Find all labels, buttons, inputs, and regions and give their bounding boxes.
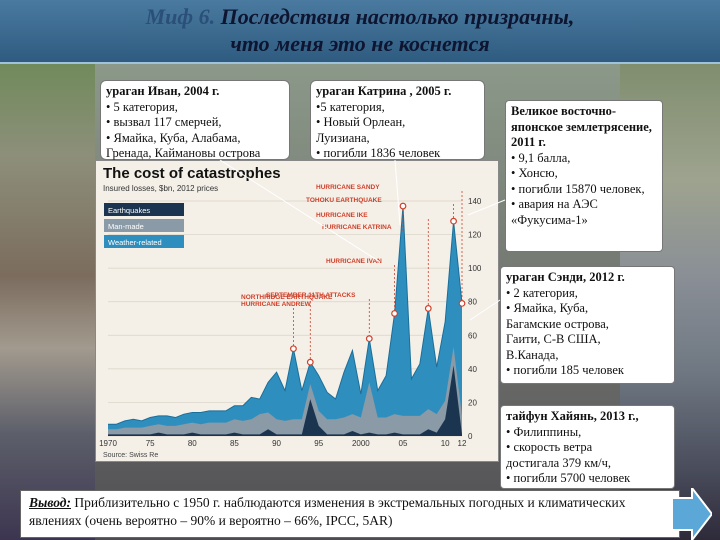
callout-line: • Новый Орлеан, bbox=[316, 115, 406, 129]
callout-heading: тайфун Хайянь, 2013 г., bbox=[506, 409, 639, 423]
y-tick-label: 0 bbox=[468, 432, 473, 441]
catastrophe-cost-chart: The cost of catastrophes Insured losses,… bbox=[95, 160, 499, 462]
area-weather-related bbox=[108, 206, 462, 436]
annotation-marker bbox=[391, 310, 398, 317]
callout-line: • погибли 185 человек bbox=[506, 363, 625, 377]
callout-line: • Филиппины, bbox=[506, 424, 582, 439]
legend-label: Weather-related bbox=[108, 238, 162, 247]
x-tick-label: 85 bbox=[230, 439, 239, 448]
x-tick-label: 05 bbox=[399, 439, 408, 448]
annotation-marker bbox=[290, 345, 297, 353]
callout-line: • погибли 1836 человек bbox=[316, 146, 441, 160]
legend-label: Earthquakes bbox=[108, 206, 150, 215]
callout-line: Луизиана, bbox=[316, 130, 370, 145]
conclusion-label: Вывод: bbox=[29, 495, 71, 510]
callout-line: • Ямайка, Куба, bbox=[506, 301, 589, 315]
chart-subtitle: Insured losses, $bn, 2012 prices bbox=[103, 184, 219, 193]
slide-title: Миф 6. Последствия настолько призрачны, … bbox=[0, 0, 720, 64]
callout-typhoon-haiyan: тайфун Хайянь, 2013 г., • Филиппины, • с… bbox=[500, 405, 675, 489]
annotation-marker bbox=[365, 335, 373, 343]
annotation-marker bbox=[450, 217, 457, 225]
callout-line: Гаити, С-В США, bbox=[506, 332, 601, 346]
annotation-label: HURRICANE KATRINA bbox=[322, 224, 392, 231]
callout-heading: ураган Катрина , 2005 г. bbox=[316, 84, 452, 98]
x-tick-label: 95 bbox=[314, 439, 323, 448]
x-tick-label: 12 bbox=[458, 439, 467, 448]
x-tick-label: 75 bbox=[146, 439, 155, 448]
callout-line: • погибли 5700 человек bbox=[506, 471, 631, 485]
annotation-marker bbox=[306, 358, 314, 366]
y-tick-label: 120 bbox=[468, 231, 482, 240]
title-line-1: Миф 6. Последствия настолько призрачны, bbox=[0, 4, 720, 30]
annotation-marker bbox=[424, 305, 432, 312]
annotation-label: HURRICANE ANDREW bbox=[241, 301, 312, 308]
callout-line: Багамские острова, bbox=[506, 316, 609, 331]
callout-line: • 5 категория, bbox=[106, 99, 178, 114]
callout-line: • вызвал 117 смерчей, bbox=[106, 115, 222, 129]
annotation-label: HURRICANE SANDY bbox=[316, 184, 380, 191]
area-man-made bbox=[108, 347, 462, 436]
annotation-label: HURRICANE IKE bbox=[316, 212, 368, 219]
next-arrow-icon bbox=[672, 488, 712, 540]
y-tick-label: 100 bbox=[468, 264, 482, 273]
callout-line: • Хонсю, bbox=[511, 166, 558, 180]
annotation-label: NORTHRIDGE EARTHQUAKE bbox=[241, 294, 333, 301]
conclusion-text: Приблизительно с 1950 г. наблюдаются изм… bbox=[29, 495, 626, 528]
legend-label: Man-made bbox=[108, 222, 144, 231]
annotation-label: HURRICANE IVAN bbox=[326, 258, 382, 265]
callout-line: • Ямайка, Куба, Алабама, bbox=[106, 130, 241, 145]
callout-line: • 2 категория, bbox=[506, 285, 578, 300]
annotation-label: TOHOKU EARTHQUAKE bbox=[306, 197, 382, 204]
title-line-1-text: Последствия настолько призрачны, bbox=[220, 4, 575, 29]
callout-japan-earthquake: Великое восточно-японское землетрясение,… bbox=[505, 100, 663, 252]
x-tick-label: 80 bbox=[188, 439, 197, 448]
callout-heading: ураган Сэнди, 2012 г. bbox=[506, 270, 625, 284]
legend-swatch bbox=[104, 203, 184, 216]
callout-line: • скорость ветра bbox=[506, 440, 593, 454]
title-line-2: что меня это не коснется bbox=[230, 31, 490, 56]
y-tick-label: 60 bbox=[468, 331, 477, 340]
callout-hurricane-sandy: ураган Сэнди, 2012 г. • 2 категория, • Я… bbox=[500, 266, 675, 384]
callout-line: Гренада, Каймановы острова bbox=[106, 146, 261, 160]
annotation-label: SEPTEMBER 11TH ATTACKS bbox=[266, 292, 356, 299]
x-tick-label: 2000 bbox=[352, 439, 370, 448]
callout-line: достигала 379 км/ч, bbox=[506, 455, 612, 470]
myth-label: Миф 6. bbox=[145, 4, 216, 29]
chart-source: Source: Swiss Re bbox=[103, 452, 159, 459]
legend-swatch bbox=[104, 219, 184, 232]
callout-line: • авария на АЭС «Фукусима-1» bbox=[511, 197, 598, 227]
y-tick-label: 40 bbox=[468, 365, 477, 374]
legend-swatch bbox=[104, 235, 184, 248]
y-tick-label: 20 bbox=[468, 398, 477, 407]
x-tick-label: 10 bbox=[441, 439, 450, 448]
callout-hurricane-katrina: ураган Катрина , 2005 г. •5 категория, •… bbox=[310, 80, 485, 160]
callout-line: • 9,1 балла, bbox=[511, 150, 571, 165]
y-tick-label: 80 bbox=[468, 298, 477, 307]
callout-heading: ураган Иван, 2004 г. bbox=[106, 84, 220, 98]
callout-line: В.Канада, bbox=[506, 347, 559, 362]
callout-heading: Великое восточно-японское землетрясение,… bbox=[511, 104, 652, 149]
chart-plot: 0 20 40 60 80 100 120 140 HURRICANE ANDREWNORTHR… bbox=[99, 184, 482, 448]
callout-line: •5 категория, bbox=[316, 99, 385, 114]
x-tick-label: 1970 bbox=[99, 439, 117, 448]
callout-line: • погибли 15870 человек, bbox=[511, 181, 645, 196]
callout-hurricane-ivan: ураган Иван, 2004 г. • 5 категория, • вы… bbox=[100, 80, 290, 160]
y-tick-label: 140 bbox=[468, 197, 482, 206]
annotation-marker bbox=[399, 202, 407, 210]
background-photo-left bbox=[0, 60, 95, 540]
conclusion-box: Вывод: Приблизительно с 1950 г. наблюдаю… bbox=[20, 490, 680, 538]
x-tick-label: 90 bbox=[272, 439, 281, 448]
annotation-marker bbox=[458, 299, 466, 307]
